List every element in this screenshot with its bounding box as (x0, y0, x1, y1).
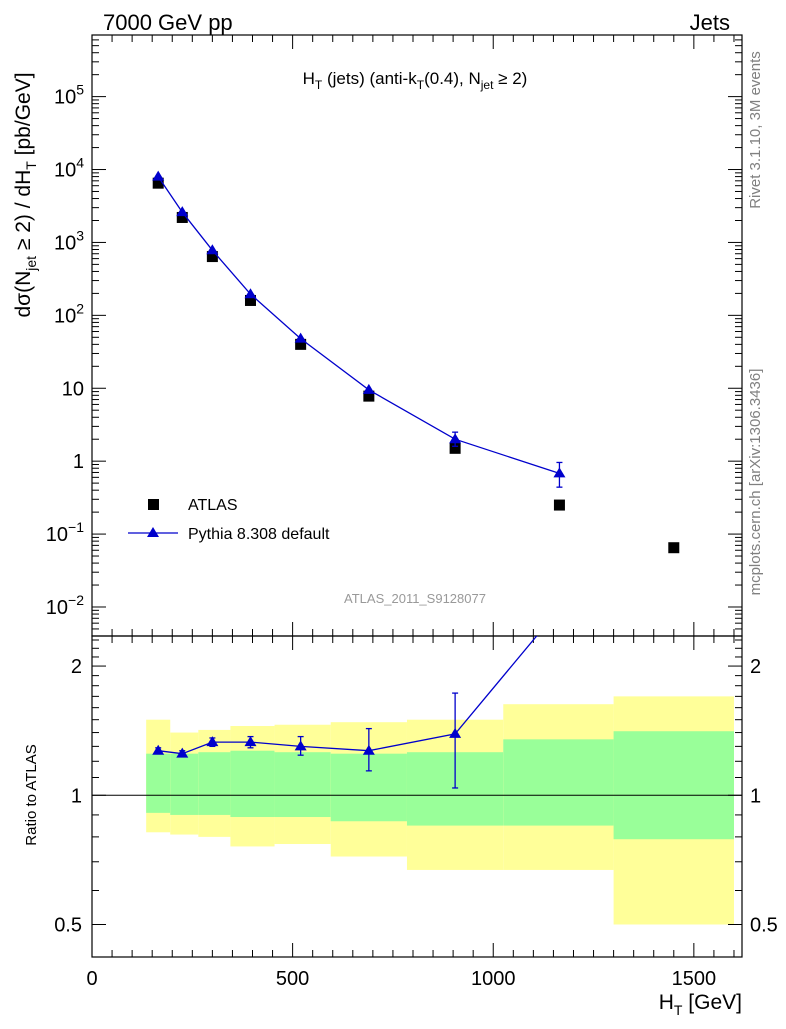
pythia-data-point (176, 206, 189, 217)
legend: ATLAS Pythia 8.308 default (128, 497, 330, 543)
green-band-bin (230, 750, 275, 818)
atlas-data-point (363, 390, 375, 402)
main-y-axis-label: dσ(Njet ≥ 2) / dHT [pb/GeV] (12, 72, 39, 317)
ratio-uncertainty-bands (146, 696, 734, 925)
green-band-bin (146, 753, 171, 813)
ratio-y-axis-label: Ratio to ATLAS (23, 744, 40, 845)
y-tick-label: 104 (54, 155, 84, 182)
ratio-series-layer (152, 603, 565, 789)
pythia-data-point (152, 170, 165, 181)
y-tick-label: 1 (73, 451, 84, 473)
green-band-bin (503, 739, 614, 826)
pythia-data-point (362, 383, 375, 394)
y-tick-label: 102 (54, 300, 84, 327)
pythia-data-point (244, 288, 257, 299)
ratio-y-tick-label-right: 1 (750, 785, 761, 807)
legend-atlas-marker (148, 499, 159, 510)
x-tick-label: 1500 (672, 968, 717, 990)
ratio-y-tick-label: 1 (71, 785, 82, 807)
ratio-y-tick-label-right: 0.5 (750, 914, 778, 936)
atlas-data-point (449, 442, 461, 454)
ratio-data-point (362, 744, 375, 755)
ratio-pythia-curve (158, 636, 538, 755)
ratio-plot-frame (91, 635, 743, 958)
main-panel: 10−2 10−1 1 10 102 103 104 105 (46, 34, 743, 637)
atlas-data-point (176, 211, 188, 223)
x-tick-label: 500 (276, 968, 309, 990)
analysis-watermark: ATLAS_2011_S9128077 (344, 591, 486, 606)
main-plot-frame (91, 34, 743, 637)
header-right-label: Jets (690, 10, 730, 35)
main-plot-title: HT (jets) (anti-kT(0.4), Njet ≥ 2) (303, 69, 528, 92)
atlas-data-point (295, 338, 307, 350)
pythia-data-point (294, 332, 307, 343)
legend-pythia-label: Pythia 8.308 default (188, 526, 330, 543)
green-band-bin (274, 752, 331, 818)
ratio-data-point (152, 744, 165, 755)
legend-pythia-marker (147, 527, 159, 537)
pythia-data-point (206, 244, 219, 255)
y-tick-label: 10 (62, 378, 84, 400)
legend-atlas-label: ATLAS (188, 497, 238, 514)
pythia-data-point (449, 433, 462, 444)
atlas-data-point (244, 294, 256, 306)
x-axis-label: HT [GeV] (659, 991, 742, 1018)
rivet-side-label: Rivet 3.1.10, 3M events (747, 51, 764, 209)
atlas-data-point (668, 542, 680, 554)
green-band-bin (613, 731, 734, 840)
y-tick-label: 105 (54, 82, 84, 109)
ratio-y-tick-label: 0.5 (54, 914, 82, 936)
mcplots-side-label: mcplots.cern.ch [arXiv:1306.3436] (747, 369, 764, 596)
ratio-data-point (206, 736, 219, 747)
y-tick-label: 10−2 (46, 592, 84, 619)
ratio-data-point (449, 727, 462, 738)
ratio-data-point (176, 747, 189, 758)
ratio-data-point (294, 740, 307, 751)
x-tick-label: 1000 (471, 968, 516, 990)
header-left-label: 7000 GeV pp (103, 10, 233, 35)
ratio-data-point (244, 736, 257, 747)
green-band-bin (170, 753, 199, 815)
x-tick-label: 0 (86, 968, 97, 990)
ratio-y-tick-label-right: 2 (750, 656, 761, 678)
main-series-layer (152, 170, 680, 554)
atlas-data-point (206, 251, 218, 263)
ratio-y-tick-label: 2 (71, 656, 82, 678)
ratio-panel: 0 500 1000 1500 0.5 0.5 1 1 2 2 (54, 603, 778, 990)
green-band-bin (198, 752, 231, 815)
ratio-data-point (553, 603, 565, 613)
y-tick-label: 103 (54, 227, 84, 254)
atlas-data-point (553, 499, 565, 511)
pythia-data-point (553, 467, 566, 478)
pythia-curve (157, 176, 560, 475)
atlas-data-point (152, 177, 164, 189)
y-tick-label: 10−1 (46, 519, 84, 546)
